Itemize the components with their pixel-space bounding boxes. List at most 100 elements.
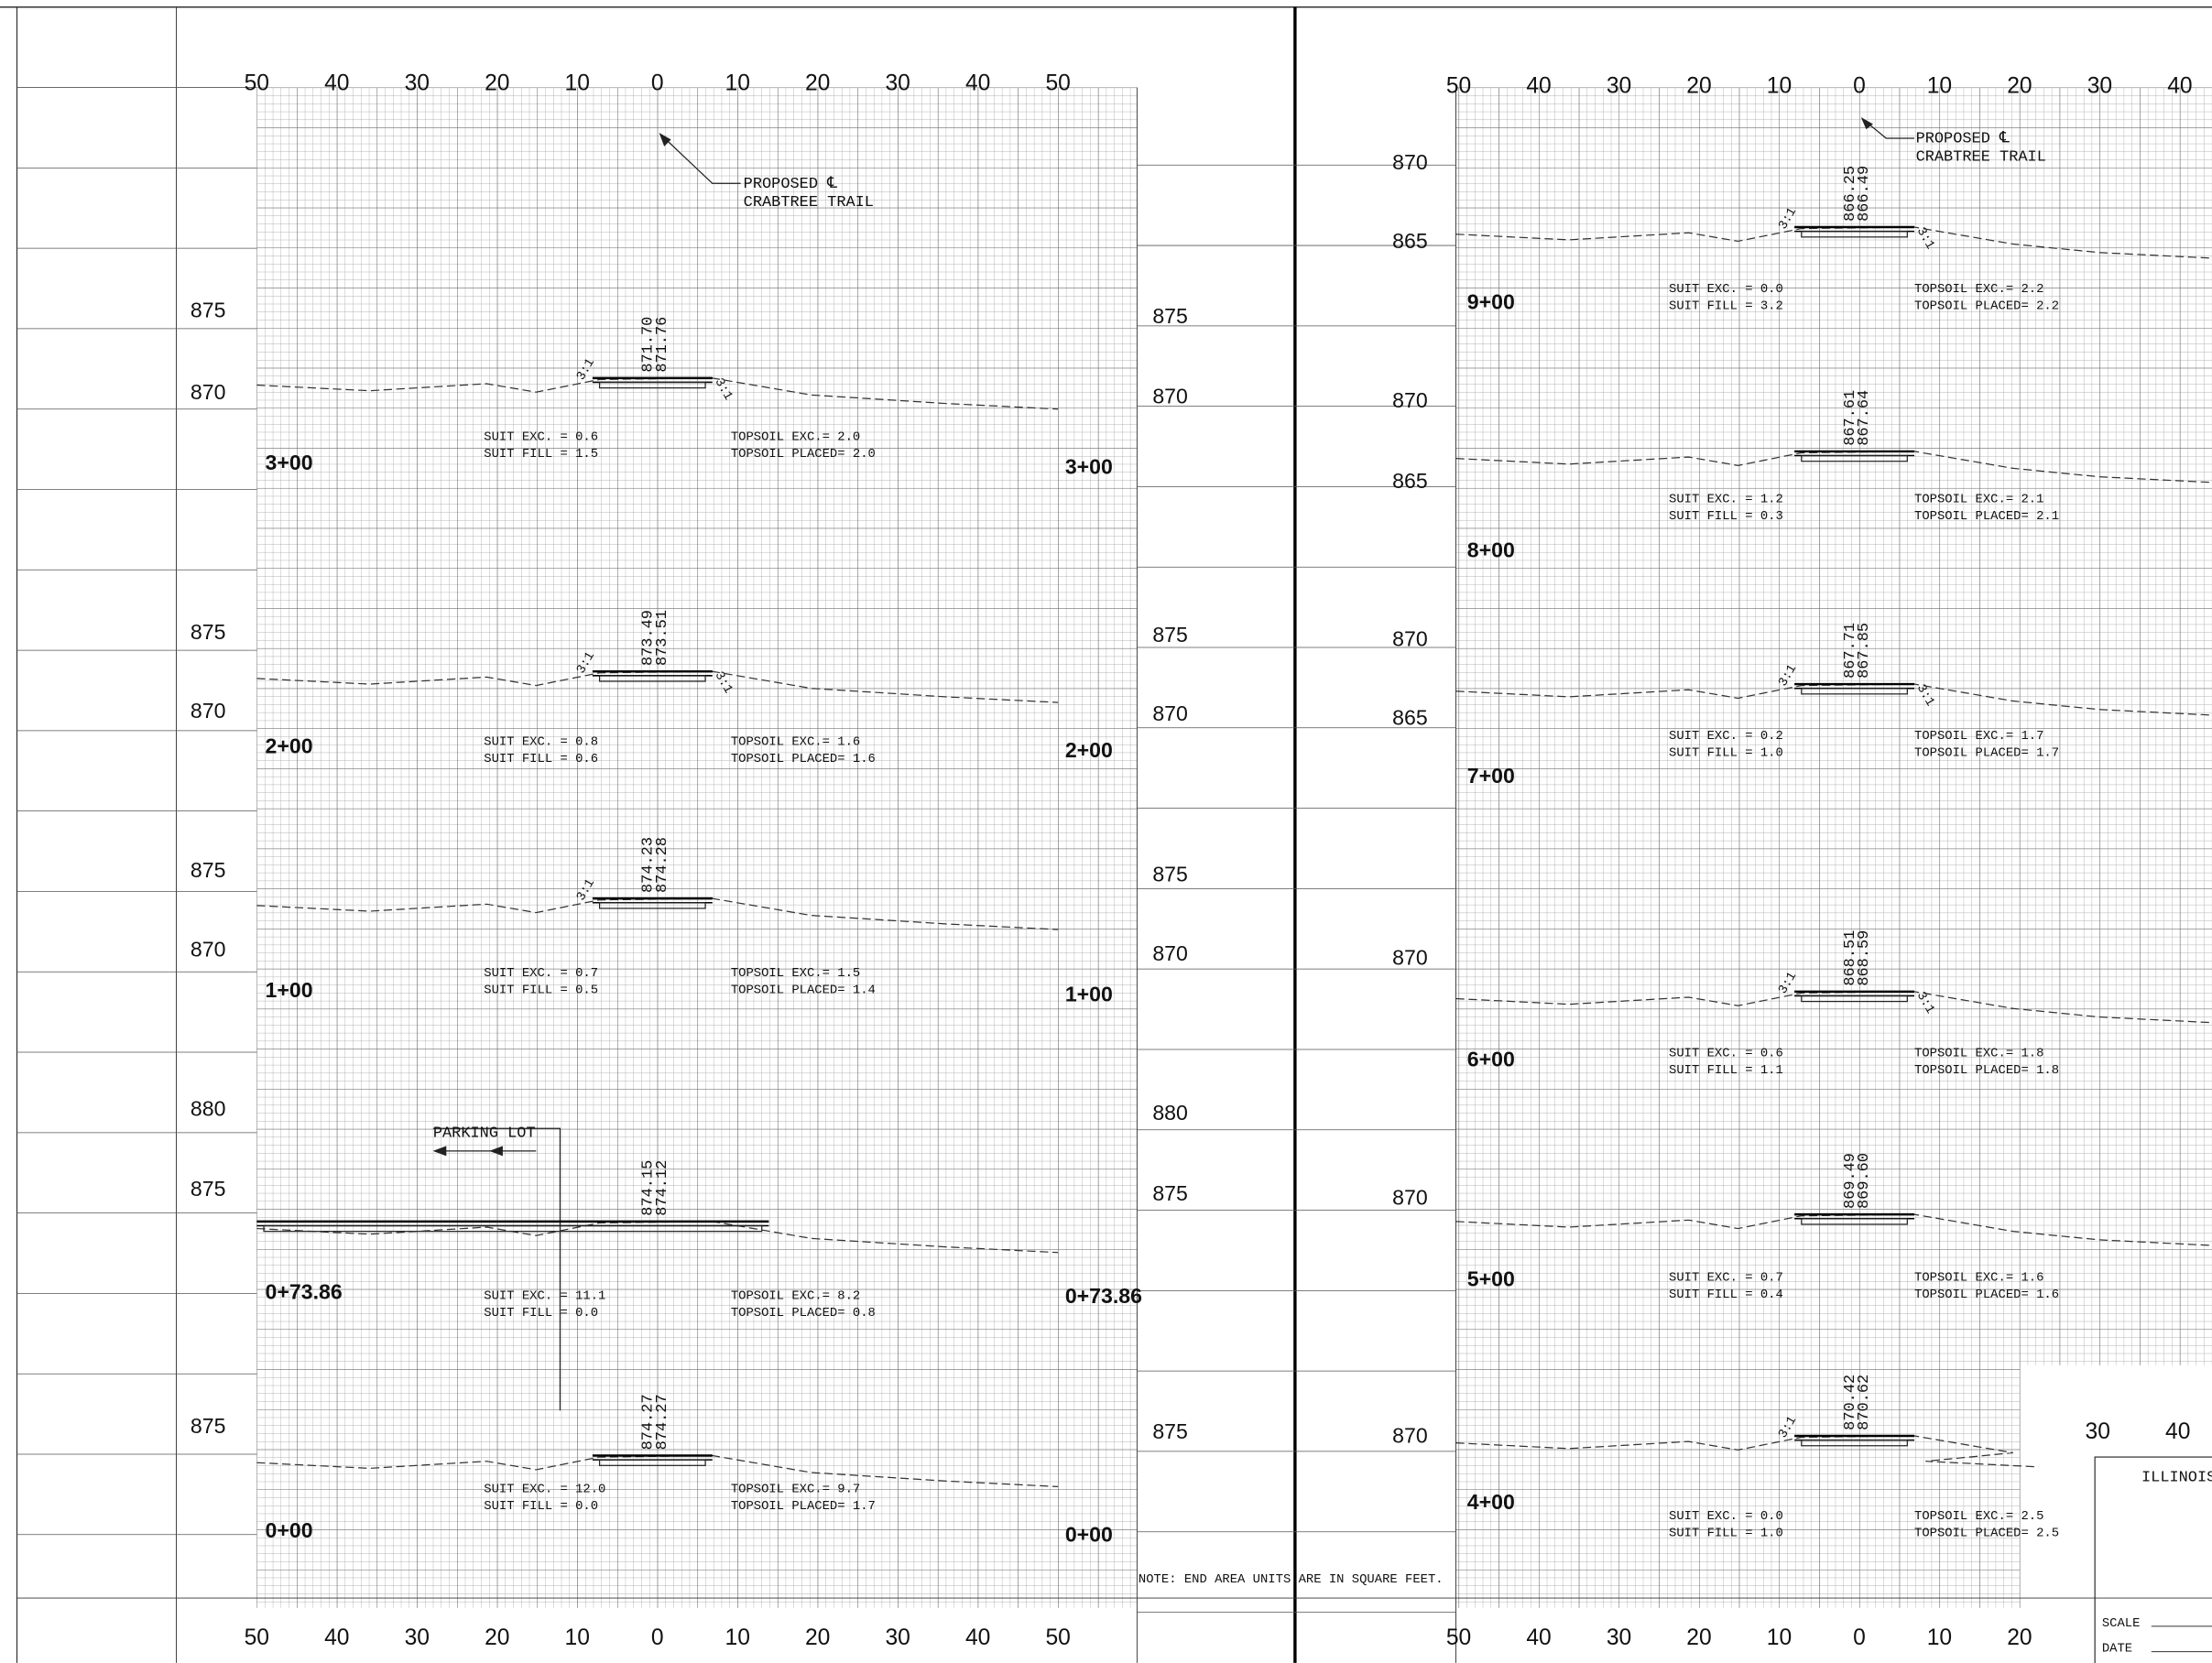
axis-label: 20 [2007,1625,2032,1650]
grade-elevation: 873.49 [640,610,658,666]
elevation-label: 865 [1392,229,1428,253]
station: 1+00 [1065,983,1113,1006]
axis-label: 30 [1607,1625,1631,1650]
elevation-label: 870 [191,937,226,961]
station: 0+00 [1065,1522,1113,1546]
axis-label: 40 [965,71,990,96]
axis-label: 20 [2007,74,2032,99]
grade-elevation: 873.51 [654,610,671,666]
elevation-label: 875 [191,620,226,644]
sections: 50 40 30 20 10 0 10 20 30 40 50 50 40 30 20 10 0 10 20 30 40… [191,71,2212,1650]
axis-label: 20 [805,71,830,96]
ground-line [1455,226,2212,259]
elevation-label: 870 [1152,385,1188,408]
station: 0+73.86 [1065,1284,1142,1308]
elevation-label: 875 [191,299,226,322]
axis-label: 50 [1045,71,1070,96]
topsoil-quantity: TOPSOIL PLACED= 0.8 [731,1306,876,1321]
station: 2+00 [266,734,313,758]
axis-label: 30 [405,71,430,96]
topsoil-quantity: TOPSOIL EXC.= 1.6 [731,734,860,749]
trail-base [263,1224,763,1233]
grade-elevation: 866.49 [1856,166,1873,222]
axis-label: 0 [651,71,664,96]
ground-line [1455,1213,2212,1246]
trail-note: PROPOSED ℄ [1916,131,2010,148]
axis-label: 30 [2087,74,2112,99]
agency: ILLINOIS [2141,1469,2212,1486]
topsoil-quantity: TOPSOIL EXC.= 1.7 [1914,729,2043,744]
ground-line [256,377,1059,410]
suit-quantity: SUIT EXC. = 0.6 [484,430,598,445]
station: 7+00 [1467,764,1515,788]
station: 0+73.86 [266,1280,343,1304]
note: NOTE: END AREA UNITS ARE IN SQUARE FEET. [1139,1572,1444,1587]
trail-note: CRABTREE TRAIL [1916,149,2046,167]
axis-label: 10 [565,1625,590,1650]
suit-quantity: SUIT FILL = 0.0 [484,1499,598,1514]
suit-quantity: SUIT FILL = 1.0 [1669,1526,1783,1540]
axis-label: 30 [885,71,910,96]
topsoil-quantity: TOPSOIL EXC.= 2.5 [1914,1509,2043,1524]
topsoil-quantity: TOPSOIL PLACED= 1.6 [1914,1288,2059,1302]
elevation-label: 870 [1392,1424,1428,1448]
axis-label: 0 [1853,74,1866,99]
topsoil-quantity: TOPSOIL EXC.= 9.7 [731,1483,860,1497]
trail-base [1801,231,1908,238]
elevation-label: 870 [1392,1185,1428,1209]
elevation-label: 870 [1152,701,1188,725]
axis-label: 10 [565,71,590,96]
axis-label: 20 [805,1625,830,1650]
axis-label: 10 [1767,1625,1792,1650]
cross-section: 1+00 1+00875870875870874.23874.283:1SUIT … [191,837,1188,1006]
axis-label: 40 [1526,1625,1551,1650]
trail-base [1801,454,1908,462]
grade-elevation: 874.12 [654,1160,671,1216]
suit-quantity: SUIT FILL = 1.1 [1669,1063,1783,1078]
axis-label: 30 [1607,74,1631,99]
ground-line [256,670,1059,703]
axis-label: 50 [245,71,269,96]
trail-base [1801,688,1908,695]
elevation-label: 865 [1392,469,1428,493]
elevation-label: 875 [1152,304,1188,328]
suit-quantity: SUIT FILL = 1.5 [484,447,598,462]
axis-label: 30 [2086,1419,2110,1444]
station: 3+00 [266,451,313,474]
grade-elevation: 874.27 [640,1394,658,1450]
suit-quantity: SUIT FILL = 0.5 [484,983,598,997]
ground-line [256,1221,1059,1254]
elevation-label: 880 [191,1096,226,1120]
station: 4+00 [1467,1490,1515,1514]
ground-line [1455,683,2212,716]
suit-quantity: SUIT EXC. = 0.0 [1669,282,1783,297]
trail-base [598,675,706,682]
elevation-label: 875 [191,858,226,882]
grade-elevation: 870.62 [1856,1375,1873,1430]
elevation-label: 875 [1152,623,1188,647]
suit-quantity: SUIT FILL = 1.0 [1669,746,1783,761]
elevation-label: 870 [1392,388,1428,412]
axis-label: 10 [1927,74,1952,99]
axis-label: 10 [1767,74,1792,99]
ground-line [1455,1435,2039,1468]
suit-quantity: SUIT EXC. = 0.0 [1669,1509,1783,1524]
station: 3+00 [1065,455,1113,479]
axis-label: 40 [2167,74,2192,99]
axis-label: 0 [1853,1625,1866,1650]
suit-quantity: SUIT EXC. = 12.0 [484,1483,605,1497]
trail-base [1801,1439,1908,1447]
axis-label: 20 [485,1625,509,1650]
topsoil-quantity: TOPSOIL EXC.= 8.2 [731,1289,860,1304]
ground-line [256,1454,1059,1488]
grade-elevation: 866.25 [1842,166,1859,222]
axis-label: 50 [1045,1625,1070,1650]
topsoil-quantity: TOPSOIL EXC.= 1.8 [1914,1047,2043,1061]
grade-elevation: 871.70 [640,317,658,373]
